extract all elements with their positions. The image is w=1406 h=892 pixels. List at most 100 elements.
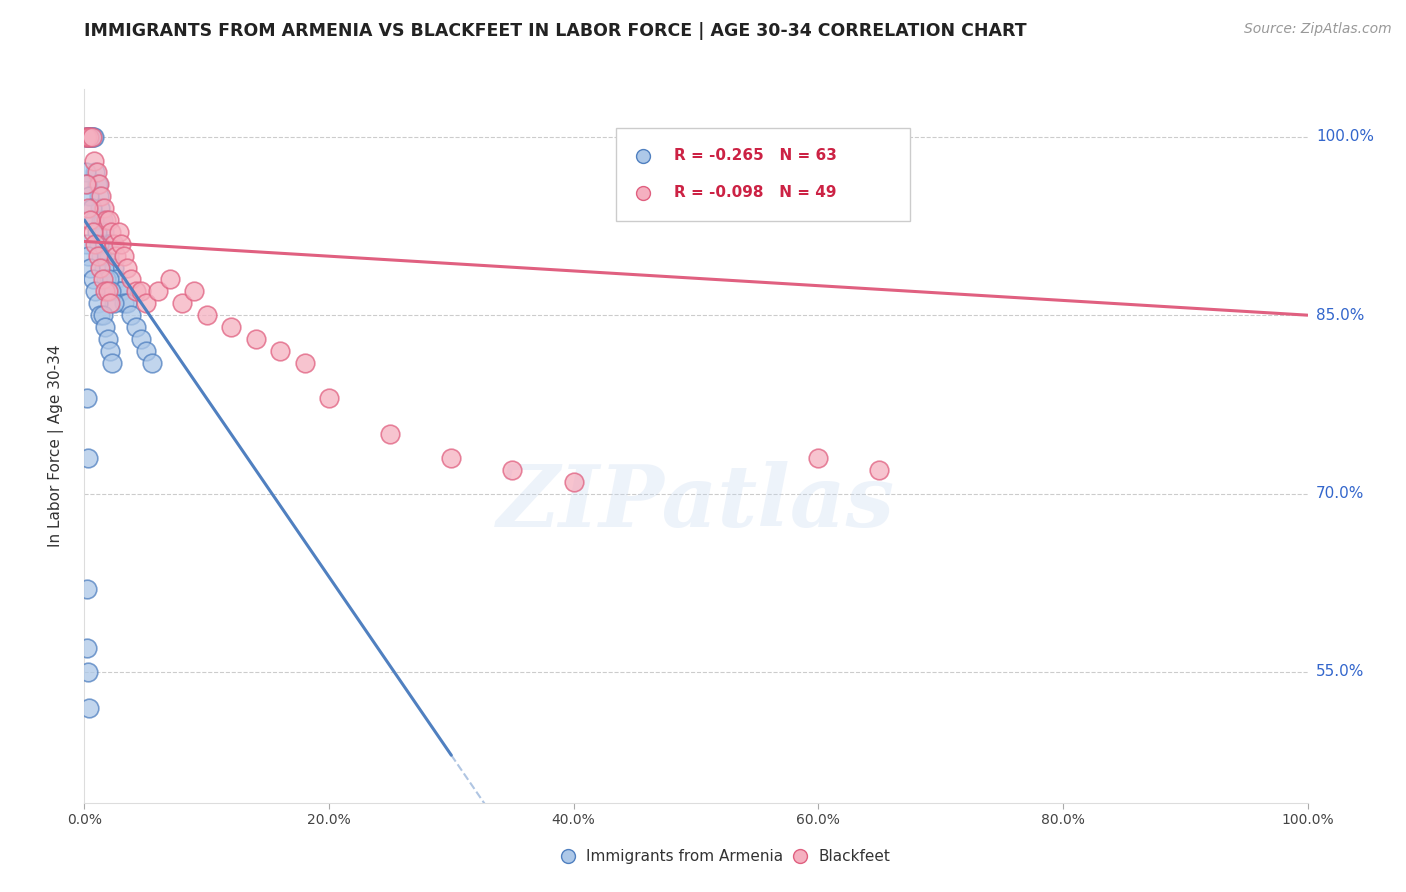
Point	[112, 249, 135, 263]
Point	[633, 240, 655, 254]
Point	[80, 201, 103, 215]
Point	[79, 129, 101, 144]
Point	[869, 463, 891, 477]
Point	[129, 285, 152, 299]
Point	[77, 700, 100, 714]
Point	[86, 225, 108, 239]
Point	[86, 165, 108, 179]
Point	[294, 356, 316, 370]
Point	[97, 236, 120, 251]
Point	[77, 129, 100, 144]
Point	[75, 165, 97, 179]
Point	[146, 285, 169, 299]
Point	[96, 272, 118, 286]
Point	[97, 272, 120, 286]
Point	[125, 320, 148, 334]
Point	[79, 260, 101, 275]
Point	[89, 308, 111, 322]
Point	[269, 343, 291, 358]
Point	[82, 272, 104, 286]
Text: Immigrants from Armenia: Immigrants from Armenia	[586, 849, 783, 863]
Point	[83, 129, 105, 144]
Point	[75, 236, 97, 251]
Bar	[616, 128, 910, 221]
Point	[562, 475, 585, 489]
Point	[98, 296, 121, 310]
Point	[83, 153, 105, 168]
Point	[91, 213, 114, 227]
Text: Source: ZipAtlas.com: Source: ZipAtlas.com	[1244, 22, 1392, 37]
Point	[76, 392, 98, 406]
Point	[96, 213, 118, 227]
Point	[103, 296, 125, 310]
Point	[87, 178, 110, 192]
Point	[807, 450, 830, 465]
Point	[101, 356, 124, 370]
Point	[76, 129, 98, 144]
Point	[87, 296, 110, 310]
Text: 100.0%: 100.0%	[1316, 129, 1374, 145]
Point	[96, 249, 118, 263]
Point	[80, 129, 103, 144]
Point	[135, 343, 157, 358]
Point	[125, 285, 148, 299]
Point	[77, 450, 100, 465]
Point	[219, 320, 242, 334]
Text: 85.0%: 85.0%	[1316, 308, 1364, 323]
Point	[75, 178, 97, 192]
Point	[77, 189, 100, 203]
Point	[129, 332, 152, 346]
Point	[97, 213, 120, 227]
Point	[94, 236, 117, 251]
Point	[84, 236, 107, 251]
Point	[115, 260, 138, 275]
Text: Blackfeet: Blackfeet	[818, 849, 890, 863]
Text: 55.0%: 55.0%	[1316, 665, 1364, 680]
Point	[380, 427, 402, 442]
Point	[135, 296, 157, 310]
Point	[89, 201, 111, 215]
Point	[91, 308, 114, 322]
Point	[76, 641, 98, 656]
Point	[82, 129, 104, 144]
Point	[318, 392, 340, 406]
Text: ZIPatlas: ZIPatlas	[496, 461, 896, 545]
Point	[97, 285, 120, 299]
Point	[75, 129, 97, 144]
Point	[183, 285, 205, 299]
Point	[76, 582, 98, 596]
Point	[90, 213, 112, 227]
Point	[103, 260, 125, 275]
Point	[120, 308, 142, 322]
Point	[98, 343, 121, 358]
Point	[80, 129, 103, 144]
Point	[159, 272, 181, 286]
Point	[87, 236, 110, 251]
Text: R = -0.098   N = 49: R = -0.098 N = 49	[673, 186, 837, 200]
Point	[103, 236, 125, 251]
Point	[120, 272, 142, 286]
Point	[110, 285, 132, 299]
Point	[94, 285, 117, 299]
Point	[107, 225, 129, 239]
Point	[84, 285, 107, 299]
Point	[105, 249, 128, 263]
Point	[90, 249, 112, 263]
Point	[77, 201, 100, 215]
Point	[245, 332, 267, 346]
Point	[75, 129, 97, 144]
Point	[105, 272, 128, 286]
Point	[141, 356, 163, 370]
Point	[94, 320, 117, 334]
Point	[97, 249, 120, 263]
Point	[77, 129, 100, 144]
Point	[93, 260, 115, 275]
Point	[89, 260, 111, 275]
Point	[100, 285, 122, 299]
Point	[501, 463, 523, 477]
Point	[100, 225, 122, 239]
Point	[90, 189, 112, 203]
Point	[107, 285, 129, 299]
Text: IMMIGRANTS FROM ARMENIA VS BLACKFEET IN LABOR FORCE | AGE 30-34 CORRELATION CHAR: IMMIGRANTS FROM ARMENIA VS BLACKFEET IN …	[84, 22, 1026, 40]
Point	[77, 249, 100, 263]
